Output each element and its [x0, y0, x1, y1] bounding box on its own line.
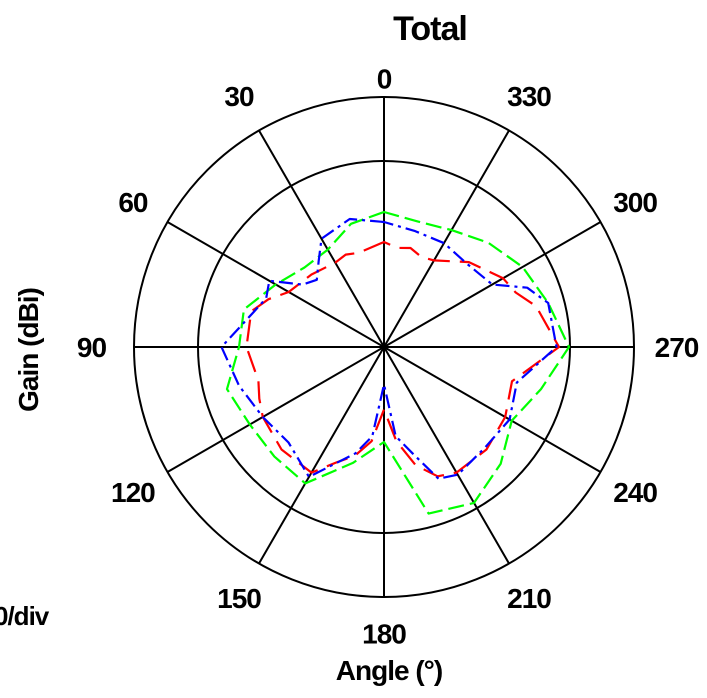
angle-tick-label-60: 60	[118, 187, 148, 218]
angle-tick-label-90: 90	[77, 332, 107, 363]
grid-spoke-330	[383, 129, 510, 348]
y-axis-label: Gain (dBi)	[13, 288, 44, 412]
angle-tick-label-240: 240	[613, 477, 657, 508]
angle-tick-label-120: 120	[111, 477, 155, 508]
grid-spoke-30	[258, 129, 385, 348]
angle-tick-label-150: 150	[217, 583, 261, 614]
angle-tick-label-180: 180	[362, 618, 406, 649]
scale-per-division-label: 0/div	[0, 601, 50, 631]
grid-spoke-240	[383, 346, 602, 473]
grid-spoke-210	[383, 346, 510, 565]
angle-tick-label-210: 210	[507, 583, 551, 614]
angle-tick-label-30: 30	[224, 81, 254, 112]
angle-tick-label-330: 330	[507, 81, 551, 112]
x-axis-label: Angle (°)	[336, 655, 442, 686]
chart-title: Total	[393, 10, 467, 48]
angle-tick-label-0: 0	[377, 63, 392, 94]
series-layer	[220, 210, 571, 515]
series-2-line	[225, 210, 571, 515]
grid-spoke-150	[258, 346, 385, 565]
angle-tick-label-270: 270	[655, 332, 699, 363]
grid-spoke-300	[383, 221, 602, 348]
series-3-line	[220, 217, 558, 480]
grid-spoke-120	[166, 346, 385, 473]
angle-tick-labels: 0 30 60 90 120 150 180 210 240 270 300 330	[77, 63, 700, 649]
angle-tick-label-300: 300	[613, 187, 657, 218]
series-1-line	[245, 240, 561, 478]
